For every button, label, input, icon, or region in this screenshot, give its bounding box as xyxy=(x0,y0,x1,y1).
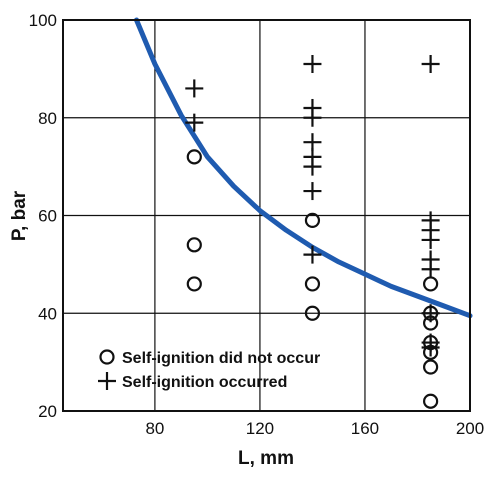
no-ignition-point xyxy=(304,276,321,292)
legend-plus-marker xyxy=(98,372,116,390)
ignition-point xyxy=(303,108,322,127)
tick-labels: 80 120 160 200 20 40 60 80 100 xyxy=(29,11,485,438)
ignition-point xyxy=(303,182,322,201)
ignition-point xyxy=(303,157,322,176)
no-ignition-point xyxy=(423,359,439,375)
data-points xyxy=(185,54,440,409)
x-axis-title: L, mm xyxy=(238,448,294,469)
x-tick-label: 80 xyxy=(145,419,164,438)
ignition-point xyxy=(185,113,204,132)
legend-label-not-occur: Self-ignition did not occur xyxy=(122,350,320,367)
y-tick-label: 100 xyxy=(29,11,57,30)
plot-frame xyxy=(62,19,471,412)
no-ignition-point xyxy=(186,237,202,253)
legend: Self-ignition did not occur Self-ignitio… xyxy=(98,349,320,391)
no-ignition-point xyxy=(186,276,202,292)
ignition-point xyxy=(421,54,440,73)
no-ignition-point xyxy=(186,149,202,165)
threshold-curve xyxy=(134,17,473,319)
y-tick-label: 40 xyxy=(38,304,57,323)
no-ignition-point xyxy=(304,212,321,228)
ignition-point xyxy=(421,260,440,279)
y-tick-label: 60 xyxy=(38,207,57,226)
ignition-point xyxy=(303,54,322,73)
x-tick-label: 120 xyxy=(246,419,274,438)
y-tick-label: 20 xyxy=(38,402,57,421)
ignition-point xyxy=(303,245,322,264)
legend-label-occurred: Self-ignition occurred xyxy=(122,374,287,391)
x-tick-label: 200 xyxy=(456,419,484,438)
ignition-point xyxy=(185,79,204,98)
ignition-point xyxy=(421,230,440,249)
threshold-curve-layer xyxy=(134,17,473,319)
ignition-point xyxy=(421,338,440,357)
legend-circle-marker xyxy=(99,349,115,365)
ignition-point xyxy=(421,304,440,323)
no-ignition-point xyxy=(423,276,439,292)
y-tick-label: 80 xyxy=(38,109,57,128)
y-axis-title: P, bar xyxy=(9,190,30,241)
no-ignition-point xyxy=(423,393,439,409)
no-ignition-point xyxy=(304,305,321,321)
x-tick-label: 160 xyxy=(351,419,379,438)
